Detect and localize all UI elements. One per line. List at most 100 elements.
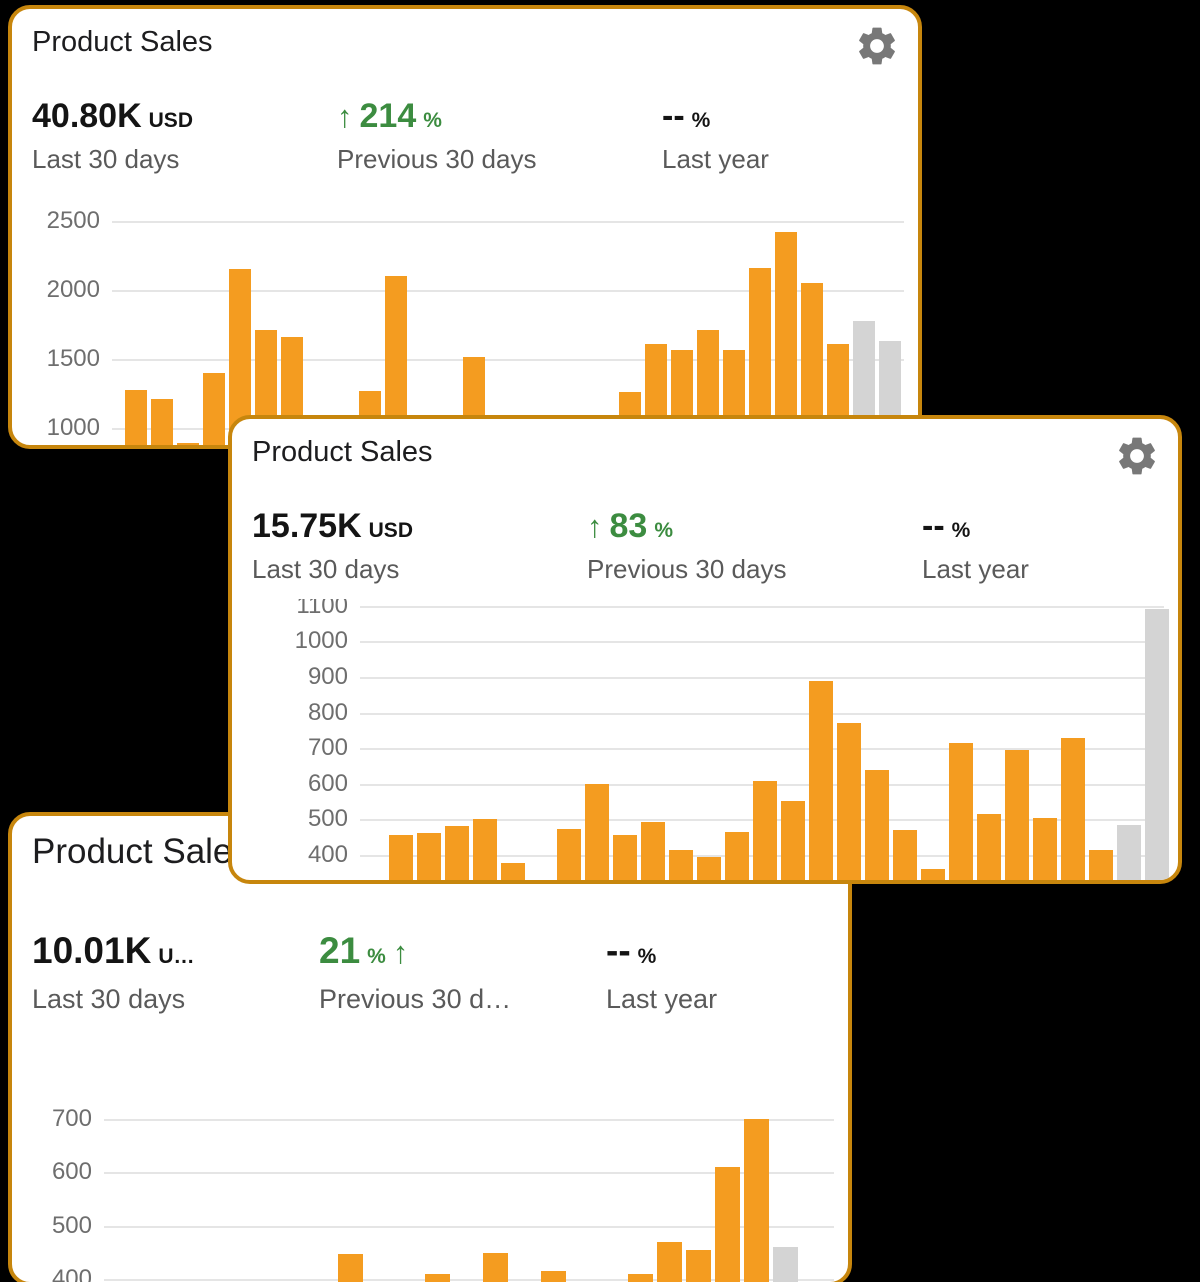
product-sales-widget-1[interactable]: Product Sales 40.80K USD Last 30 days ↑ … — [8, 5, 922, 449]
y-axis-tick-label: 2500 — [46, 206, 100, 234]
kpi-previous-30-days: ↑ 83 % Previous 30 days — [587, 507, 922, 585]
kpi-last-year: -- % Last year — [922, 507, 1158, 585]
kpi-value: -- — [606, 930, 631, 971]
kpi-label: Previous 30 d… — [319, 984, 512, 1014]
bar-current-period — [483, 1252, 508, 1282]
y-axis-tick-label: 1000 — [294, 627, 348, 655]
bar-comparison-period — [1145, 609, 1169, 880]
kpi-unit: % — [654, 519, 674, 542]
kpi-unit: U… — [158, 945, 195, 968]
y-axis-tick-label: 400 — [51, 1265, 92, 1282]
bar-current-period — [125, 390, 147, 445]
y-axis-tick-label: 700 — [307, 734, 348, 762]
bar-current-period — [781, 800, 805, 880]
kpi-unit: USD — [148, 109, 193, 132]
gridline — [104, 1279, 834, 1282]
kpi-label: Last 30 days — [32, 144, 180, 174]
kpi-value: 83 — [609, 507, 648, 545]
bar-current-period — [501, 862, 525, 880]
widget-header: Product Sales — [232, 419, 1178, 479]
y-axis-tick-label: 800 — [307, 698, 348, 726]
bar-current-period — [686, 1249, 711, 1282]
y-axis-tick-label: 900 — [307, 662, 348, 690]
sales-bar-chart: 1100 1000 900 800 700 600 500 400 — [240, 599, 1170, 880]
kpi-row: 40.80K USD Last 30 days ↑ 214 % Previous… — [12, 97, 918, 175]
kpi-label: Previous 30 days — [337, 144, 537, 174]
up-arrow-icon: ↑ — [587, 509, 603, 544]
up-arrow-icon: ↑ — [337, 99, 353, 134]
bar-current-period — [541, 1271, 566, 1282]
y-axis-tick-label: 2000 — [46, 275, 100, 303]
bar-current-period — [389, 835, 413, 880]
bar-current-period — [725, 831, 749, 880]
kpi-label: Last year — [922, 554, 1029, 584]
kpi-value: 21 — [319, 930, 361, 971]
bar-current-period — [613, 835, 637, 880]
bar-current-period — [177, 442, 199, 445]
gridline — [360, 605, 1164, 608]
bar-current-period — [837, 723, 861, 880]
bar-current-period — [809, 680, 833, 880]
kpi-last-30-days: 15.75K USD Last 30 days — [252, 507, 587, 585]
gridline — [360, 641, 1164, 644]
bar-current-period — [628, 1273, 653, 1282]
bar-current-period — [669, 849, 693, 880]
kpi-last-year: -- % Last year — [662, 97, 898, 175]
kpi-value: 15.75K — [252, 507, 362, 545]
settings-gear-icon[interactable] — [1114, 433, 1160, 479]
kpi-row: 15.75K USD Last 30 days ↑ 83 % Previous … — [232, 507, 1178, 585]
kpi-last-year: -- % Last year — [606, 930, 828, 1015]
bar-current-period — [425, 1273, 450, 1282]
bar-current-period — [697, 856, 721, 880]
sales-bar-chart: 2500 2000 1500 1000 — [20, 204, 910, 445]
bar-comparison-period — [773, 1247, 798, 1282]
kpi-label: Previous 30 days — [587, 554, 787, 584]
bar-current-period — [744, 1118, 769, 1282]
bar-current-period — [1033, 817, 1057, 880]
kpi-previous-30-days: ↑ 214 % Previous 30 days — [337, 97, 662, 175]
product-sales-widget-2[interactable]: Product Sales 15.75K USD Last 30 days ↑ … — [228, 415, 1182, 884]
bar-current-period — [715, 1167, 740, 1282]
bar-current-period — [775, 231, 797, 445]
bar-current-period — [753, 781, 777, 880]
gridline — [112, 358, 904, 361]
bar-current-period — [585, 783, 609, 880]
kpi-previous-30-days: 21 % ↑ Previous 30 d… — [319, 930, 606, 1015]
kpi-value: -- — [922, 507, 945, 545]
kpi-label: Last 30 days — [32, 984, 186, 1014]
kpi-value: 214 — [359, 97, 417, 135]
widget-title: Product Sales — [32, 26, 213, 58]
bar-current-period — [203, 372, 225, 445]
kpi-unit: % — [951, 519, 971, 542]
y-axis-tick-label: 1100 — [296, 599, 348, 619]
bar-current-period — [977, 814, 1001, 880]
bar-current-period — [657, 1241, 682, 1282]
settings-gear-icon[interactable] — [854, 23, 900, 69]
up-arrow-icon: ↑ — [392, 935, 409, 970]
bar-current-period — [921, 869, 945, 880]
bar-current-period — [865, 770, 889, 880]
bar-current-period — [385, 275, 407, 445]
kpi-unit: % — [637, 945, 657, 968]
widget-header: Product Sales — [12, 9, 918, 69]
kpi-unit: % — [367, 945, 386, 968]
gridline — [360, 712, 1164, 715]
kpi-last-30-days: 10.01K U… Last 30 days — [32, 930, 319, 1015]
kpi-value: 10.01K — [32, 930, 152, 971]
y-axis-tick-label: 500 — [307, 805, 348, 833]
bar-comparison-period — [853, 320, 875, 445]
kpi-unit: % — [423, 109, 442, 132]
bar-comparison-period — [1117, 824, 1141, 880]
y-axis-tick-label: 700 — [51, 1104, 92, 1132]
y-axis-tick-label: 600 — [51, 1158, 92, 1186]
bar-current-period — [641, 822, 665, 880]
bar-current-period — [473, 819, 497, 880]
bar-current-period — [557, 829, 581, 880]
product-sales-widget-3[interactable]: Product Sales 10.01K U… Last 30 days 21 … — [8, 812, 852, 1282]
kpi-value: -- — [662, 97, 685, 135]
kpi-label: Last year — [606, 984, 718, 1014]
kpi-unit: USD — [368, 519, 413, 542]
bar-current-period — [445, 825, 469, 880]
bar-current-period — [949, 742, 973, 880]
kpi-unit: % — [691, 109, 711, 132]
